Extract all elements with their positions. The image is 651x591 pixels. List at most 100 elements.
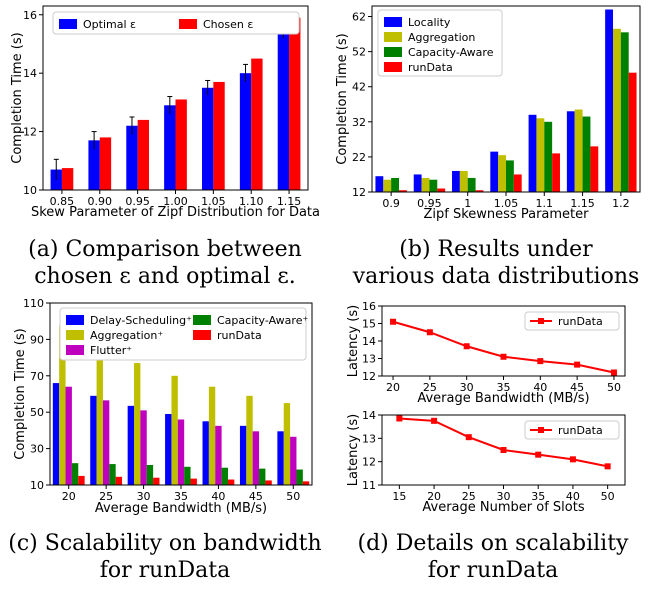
legend-label-c: Delay-Scheduling⁺ — [90, 314, 192, 327]
y-axis-label-b: Completion Time (s) — [335, 33, 350, 164]
y-tick-label-a: 12 — [23, 126, 37, 139]
legend-box-d2 — [524, 420, 620, 440]
y-tick-label-c: 70 — [30, 370, 44, 383]
x-tick-label-b: 1 — [464, 197, 471, 210]
bar-c-capacityaware — [71, 463, 79, 485]
bar-b-locality — [528, 114, 537, 192]
x-tick-label-c: 20 — [62, 490, 76, 503]
bar-b-aggregation — [459, 170, 468, 192]
data-point-d1 — [463, 343, 470, 350]
caption-c-line-2: for runData — [100, 558, 230, 583]
bar-b-locality — [413, 174, 422, 192]
bar-c-flutter — [177, 419, 185, 485]
bar-a-optimal — [239, 73, 252, 190]
y-tick-label-b: 42 — [352, 81, 366, 94]
x-tick-label-d2: 20 — [427, 490, 441, 503]
legend-label-d2: runData — [558, 424, 603, 437]
x-tick-label-d1: 45 — [570, 381, 584, 394]
y-tick-label-b: 52 — [352, 46, 366, 59]
bar-b-capacityaware — [429, 179, 438, 192]
bar-b-rundata — [475, 190, 484, 192]
y-tick-label-c: 10 — [30, 479, 44, 492]
bar-b-capacityaware — [582, 116, 591, 192]
plot-frame-d2 — [381, 414, 626, 486]
bar-b-capacityaware — [620, 32, 629, 192]
data-point-d2 — [465, 434, 472, 441]
legend-box-a — [52, 11, 300, 35]
legend-swatch-c — [66, 315, 84, 325]
x-tick-label-c: 30 — [137, 490, 151, 503]
y-tick-label-c: 110 — [23, 297, 44, 310]
caption-d-line-2: for runData — [428, 558, 558, 583]
bar-c-rundata — [302, 481, 310, 485]
bar-c-rundata — [115, 476, 123, 485]
bar-c-flutter — [215, 425, 222, 485]
bar-c-flutter — [102, 400, 110, 485]
data-point-d1 — [500, 353, 507, 360]
y-tick-label-d1: 14 — [362, 335, 376, 348]
bar-c-delayscheduling — [239, 425, 247, 485]
x-tick-label-a: 0.90 — [88, 195, 113, 208]
x-tick-label-a: 1.00 — [163, 195, 188, 208]
bar-b-rundata — [628, 72, 637, 192]
panel-c-chart: 10 30 50 70 90 110 Completion Time (s) 20 25 30 35… — [13, 297, 313, 516]
legend-label-c: runData — [217, 329, 262, 342]
bar-b-capacityaware — [506, 160, 514, 192]
bar-c-rundata — [78, 475, 85, 485]
plot-frame-a — [42, 5, 309, 191]
bar-c-capacityaware — [259, 468, 266, 485]
bar-b-aggregation — [613, 28, 621, 192]
y-tick-label-a: 10 — [23, 184, 37, 197]
legend-box-b — [377, 9, 503, 77]
legend-swatch-c — [66, 330, 84, 340]
bar-c-delayscheduling — [202, 421, 209, 485]
x-tick-label-c: 45 — [249, 490, 263, 503]
legend-label-a: Chosen ε — [203, 18, 253, 31]
bar-c-rundata — [227, 479, 235, 485]
plot-frame-d1 — [381, 305, 626, 377]
bar-b-aggregation — [421, 177, 430, 192]
data-point-d2 — [431, 417, 438, 424]
legend-swatch-c — [193, 315, 211, 325]
bar-c-capacityaware — [146, 464, 154, 485]
legend-swatch-b — [384, 62, 402, 72]
data-point-d2 — [535, 451, 542, 458]
bar-c-delayscheduling — [127, 405, 135, 485]
legend-label-b: runData — [408, 61, 453, 74]
legend-label-a: Optimal ε — [83, 18, 136, 31]
bar-b-locality — [605, 9, 614, 193]
legend-swatch-a — [59, 19, 77, 29]
x-tick-label-a: 0.85 — [50, 195, 75, 208]
bar-c-delayscheduling — [90, 395, 97, 485]
data-point-d1 — [537, 358, 544, 365]
x-tick-label-b: 1.2 — [612, 197, 630, 210]
bar-c-aggregation — [246, 395, 253, 485]
bar-c-delayscheduling — [277, 431, 284, 485]
caption-b-line-2: various data distributions — [352, 264, 640, 289]
bar-a-optimal — [277, 29, 290, 190]
bar-c-aggregation — [171, 375, 178, 485]
legend-swatch-a — [179, 19, 197, 29]
y-axis-label-c: Completion Time (s) — [13, 328, 28, 459]
y-tick-label-d2: 11 — [362, 479, 376, 492]
caption-a-line-2: chosen ε and optimal ε. — [34, 264, 296, 289]
x-tick-label-d1: 40 — [533, 381, 547, 394]
data-point-d1 — [574, 361, 581, 368]
bar-a-optimal — [164, 105, 176, 190]
caption-a-line-1: (a) Comparison between — [28, 237, 302, 262]
x-axis-label-c: Average Bandwidth (MB/s) — [95, 501, 267, 516]
x-tick-label-c: 50 — [286, 490, 300, 503]
legend-swatch-b — [384, 32, 402, 42]
bar-b-capacityaware — [467, 177, 476, 192]
bar-b-rundata — [398, 190, 407, 192]
x-tick-label-a: 1.05 — [201, 195, 226, 208]
y-tick-label-d2: 13 — [362, 432, 376, 445]
y-tick-label-b: 12 — [352, 186, 366, 199]
bar-b-locality — [375, 176, 384, 192]
x-tick-label-a: 0.95 — [125, 195, 150, 208]
bar-b-locality — [566, 111, 575, 192]
data-point-d1 — [610, 369, 617, 376]
bar-c-capacityaware — [296, 469, 303, 485]
